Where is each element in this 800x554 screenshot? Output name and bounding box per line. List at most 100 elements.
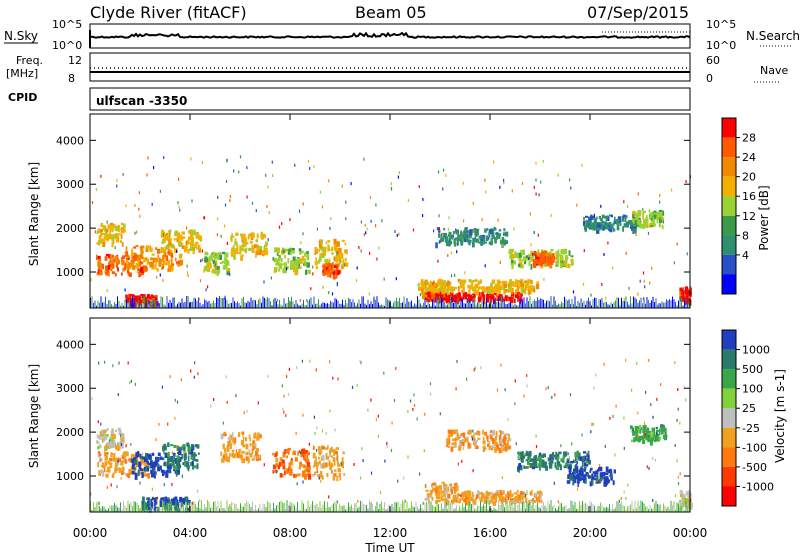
scatter-cell [518, 494, 521, 500]
scatter-cell [252, 458, 256, 461]
noise-cell [234, 301, 235, 308]
scatter-cell [526, 285, 530, 289]
scatter-cell [131, 471, 135, 475]
power-colorbar-title: Power [dB] [757, 185, 771, 250]
scatter-cell [162, 457, 165, 461]
scatter-cell [497, 283, 501, 288]
scatter-cell [520, 262, 523, 269]
scatter-cell [496, 388, 499, 392]
scatter-cell [511, 493, 514, 497]
scatter-cell [284, 248, 289, 252]
scatter-cell [333, 256, 337, 262]
noise-cell [577, 301, 579, 308]
noise-cell [535, 301, 537, 308]
noise-cell [399, 507, 400, 512]
noise-cell [441, 503, 442, 512]
scatter-cell [515, 279, 518, 284]
scatter-cell [275, 263, 279, 266]
noise-cell [424, 298, 426, 308]
noise-cell [136, 502, 138, 512]
noise-cell [522, 301, 523, 308]
scatter-cell [337, 377, 339, 381]
scatter-cell [629, 220, 632, 225]
scatter-cell [679, 493, 683, 498]
scatter-cell [201, 161, 203, 165]
scatter-cell [483, 239, 486, 245]
scatter-cell [499, 185, 501, 189]
scatter-cell [554, 393, 556, 397]
noise-cell [445, 304, 447, 308]
scatter-cell [442, 294, 446, 298]
scatter-cell [637, 411, 639, 415]
noise-cell [417, 296, 418, 308]
scatter-cell [221, 458, 225, 463]
scatter-cell [501, 431, 505, 435]
scatter-cell [496, 234, 499, 239]
scatter-cell [516, 280, 519, 285]
noise-cell [460, 508, 462, 512]
scatter-cell [637, 219, 641, 225]
scatter-cell [526, 373, 528, 377]
scatter-cell [583, 466, 587, 469]
scatter-cell [593, 478, 596, 481]
scatter-cell [514, 379, 516, 383]
scatter-cell [455, 228, 457, 232]
noise-cell [129, 504, 130, 512]
scatter-cell [489, 435, 493, 439]
scatter-cell [172, 455, 175, 461]
noise-cell [679, 296, 681, 308]
scatter-cell [427, 281, 429, 285]
noise-cell [636, 299, 637, 308]
scatter-cell [441, 481, 444, 484]
scatter-cell [328, 291, 330, 295]
scatter-cell [544, 262, 547, 267]
scatter-cell [686, 252, 688, 256]
scatter-cell [377, 414, 379, 418]
noise-cell [525, 303, 526, 308]
scatter-cell [158, 422, 160, 426]
scatter-cell [445, 298, 449, 304]
noise-cell [361, 296, 363, 308]
noise-cell [417, 506, 418, 512]
scatter-cell [265, 241, 268, 246]
scatter-cell [151, 253, 155, 256]
noise-cell [120, 305, 121, 308]
noise-cell [150, 500, 151, 512]
scatter-cell [161, 229, 165, 236]
noise-cell [627, 301, 628, 308]
scatter-cell [162, 278, 164, 282]
scatter-cell [107, 264, 111, 270]
scatter-cell [105, 454, 108, 461]
scatter-cell [286, 448, 290, 454]
scatter-cell [644, 222, 647, 226]
noise-cell [198, 501, 199, 512]
scatter-cell [292, 256, 296, 261]
scatter-cell [286, 267, 288, 271]
scatter-cell [518, 455, 520, 459]
scatter-cell [203, 269, 206, 273]
scatter-cell [632, 228, 635, 234]
scatter-cell [327, 244, 330, 248]
scatter-cell [583, 474, 587, 480]
scatter-cell [477, 286, 481, 290]
scatter-cell [255, 253, 257, 258]
noise-cell [559, 502, 561, 512]
noise-cell [541, 299, 543, 308]
noise-cell [228, 506, 229, 512]
scatter-cell [487, 500, 490, 505]
scatter-cell [634, 228, 637, 234]
scatter-cell [592, 476, 595, 480]
noise-cell [642, 501, 643, 512]
scatter-cell [255, 250, 259, 256]
scatter-cell [451, 442, 455, 446]
scatter-cell [541, 251, 545, 255]
noise-cell [579, 302, 580, 308]
scatter-cell [339, 259, 342, 263]
scatter-cell [523, 394, 525, 398]
scatter-cell [272, 174, 274, 177]
scatter-cell [226, 456, 230, 463]
noise-cell [114, 502, 115, 512]
scatter-cell [450, 251, 452, 255]
scatter-cell [459, 440, 462, 444]
noise-cell [411, 501, 412, 512]
